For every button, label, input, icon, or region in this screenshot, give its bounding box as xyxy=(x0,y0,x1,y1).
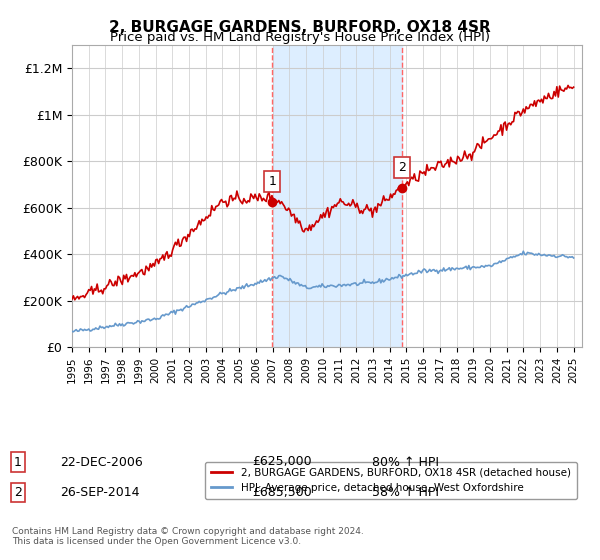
Text: 80% ↑ HPI: 80% ↑ HPI xyxy=(372,455,439,469)
Text: Price paid vs. HM Land Registry's House Price Index (HPI): Price paid vs. HM Land Registry's House … xyxy=(110,31,490,44)
Text: 1: 1 xyxy=(14,455,22,469)
Text: £685,500: £685,500 xyxy=(252,486,312,500)
Text: 2: 2 xyxy=(398,161,406,174)
Text: 1: 1 xyxy=(268,175,276,188)
Legend: 2, BURGAGE GARDENS, BURFORD, OX18 4SR (detached house), HPI: Average price, deta: 2, BURGAGE GARDENS, BURFORD, OX18 4SR (d… xyxy=(205,461,577,499)
Text: 58% ↑ HPI: 58% ↑ HPI xyxy=(372,486,439,500)
Text: £625,000: £625,000 xyxy=(252,455,311,469)
Text: 26-SEP-2014: 26-SEP-2014 xyxy=(60,486,139,500)
Text: Contains HM Land Registry data © Crown copyright and database right 2024.
This d: Contains HM Land Registry data © Crown c… xyxy=(12,526,364,546)
Text: 22-DEC-2006: 22-DEC-2006 xyxy=(60,455,143,469)
Text: 2: 2 xyxy=(14,486,22,500)
Text: 2, BURGAGE GARDENS, BURFORD, OX18 4SR: 2, BURGAGE GARDENS, BURFORD, OX18 4SR xyxy=(109,20,491,35)
